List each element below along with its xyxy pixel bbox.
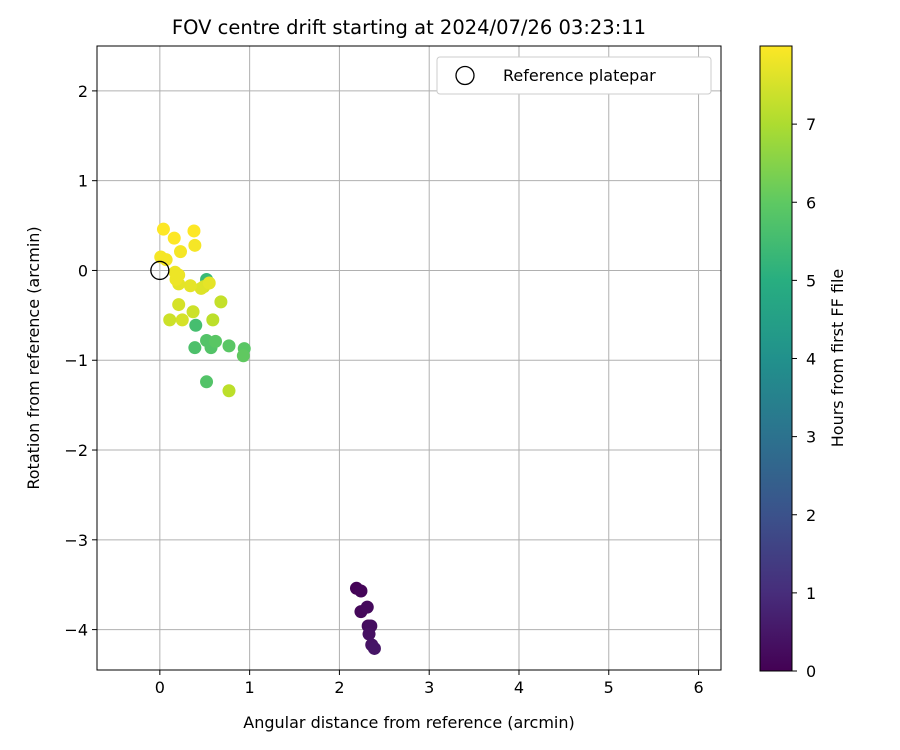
colorbar-tick-label: 4 <box>806 350 816 369</box>
data-point <box>187 224 201 238</box>
data-point <box>156 222 170 236</box>
data-point <box>163 313 177 327</box>
data-points <box>154 222 381 655</box>
x-tick-label: 4 <box>514 678 524 697</box>
data-point <box>188 238 202 252</box>
data-point <box>168 265 182 279</box>
x-tick-label: 0 <box>155 678 165 697</box>
y-axis-label: Rotation from reference (arcmin) <box>24 226 43 489</box>
data-point <box>186 305 200 319</box>
data-point <box>236 349 250 363</box>
y-axis-ticks: 2 1 0 −1 −2 −3 −4 <box>64 82 97 640</box>
x-axis-label: Angular distance from reference (arcmin) <box>243 713 574 732</box>
grid <box>97 46 721 670</box>
data-point <box>354 584 368 598</box>
y-tick-label: −4 <box>64 621 88 640</box>
y-tick-label: 2 <box>78 82 88 101</box>
reference-marker-layer <box>150 260 170 281</box>
colorbar-tick-label: 0 <box>806 662 816 681</box>
legend-label: Reference platepar <box>503 66 656 85</box>
y-tick-label: −1 <box>64 351 88 370</box>
data-point <box>222 339 236 353</box>
colorbar-ticks: 0 1 2 3 4 5 6 7 <box>792 115 816 681</box>
x-axis-ticks: 0 1 2 3 4 5 6 <box>155 670 704 697</box>
y-tick-label: 0 <box>78 261 88 280</box>
data-point <box>367 641 381 655</box>
colorbar-tick-label: 7 <box>806 115 816 134</box>
data-point <box>200 375 214 389</box>
colorbar-tick-label: 3 <box>806 428 816 447</box>
data-point <box>362 627 376 641</box>
colorbar-gradient <box>759 45 793 672</box>
colorbar-tick-label: 1 <box>806 584 816 603</box>
data-point <box>188 341 202 355</box>
x-tick-label: 2 <box>334 678 344 697</box>
colorbar-label: Hours from first FF file <box>828 269 847 448</box>
data-point <box>214 295 228 309</box>
colorbar: 0 1 2 3 4 5 6 7 Hours from first FF file <box>759 45 847 681</box>
y-tick-label: −2 <box>64 441 88 460</box>
x-tick-label: 3 <box>424 678 434 697</box>
data-point <box>360 600 374 614</box>
data-point <box>202 276 216 290</box>
colorbar-tick-label: 6 <box>806 193 816 212</box>
legend-box <box>436 56 712 95</box>
reference-platepar-marker <box>150 260 170 281</box>
data-point <box>206 313 220 327</box>
x-tick-label: 5 <box>604 678 614 697</box>
data-point <box>159 253 173 267</box>
data-point <box>222 384 236 398</box>
colorbar-tick-label: 5 <box>806 271 816 290</box>
data-point <box>189 318 203 332</box>
legend-marker-icon <box>455 65 475 86</box>
data-point <box>167 231 181 245</box>
plot-frame <box>96 45 722 671</box>
y-tick-label: 1 <box>78 172 88 191</box>
chart-title: FOV centre drift starting at 2024/07/26 … <box>172 16 646 39</box>
y-tick-label: −3 <box>64 531 88 550</box>
data-point <box>183 279 197 293</box>
data-point <box>173 245 187 259</box>
data-point <box>175 313 189 327</box>
data-point <box>209 334 223 348</box>
x-tick-label: 6 <box>693 678 703 697</box>
legend: Reference platepar <box>436 56 712 95</box>
data-point <box>172 298 186 312</box>
x-tick-label: 1 <box>245 678 255 697</box>
colorbar-tick-label: 2 <box>806 506 816 525</box>
